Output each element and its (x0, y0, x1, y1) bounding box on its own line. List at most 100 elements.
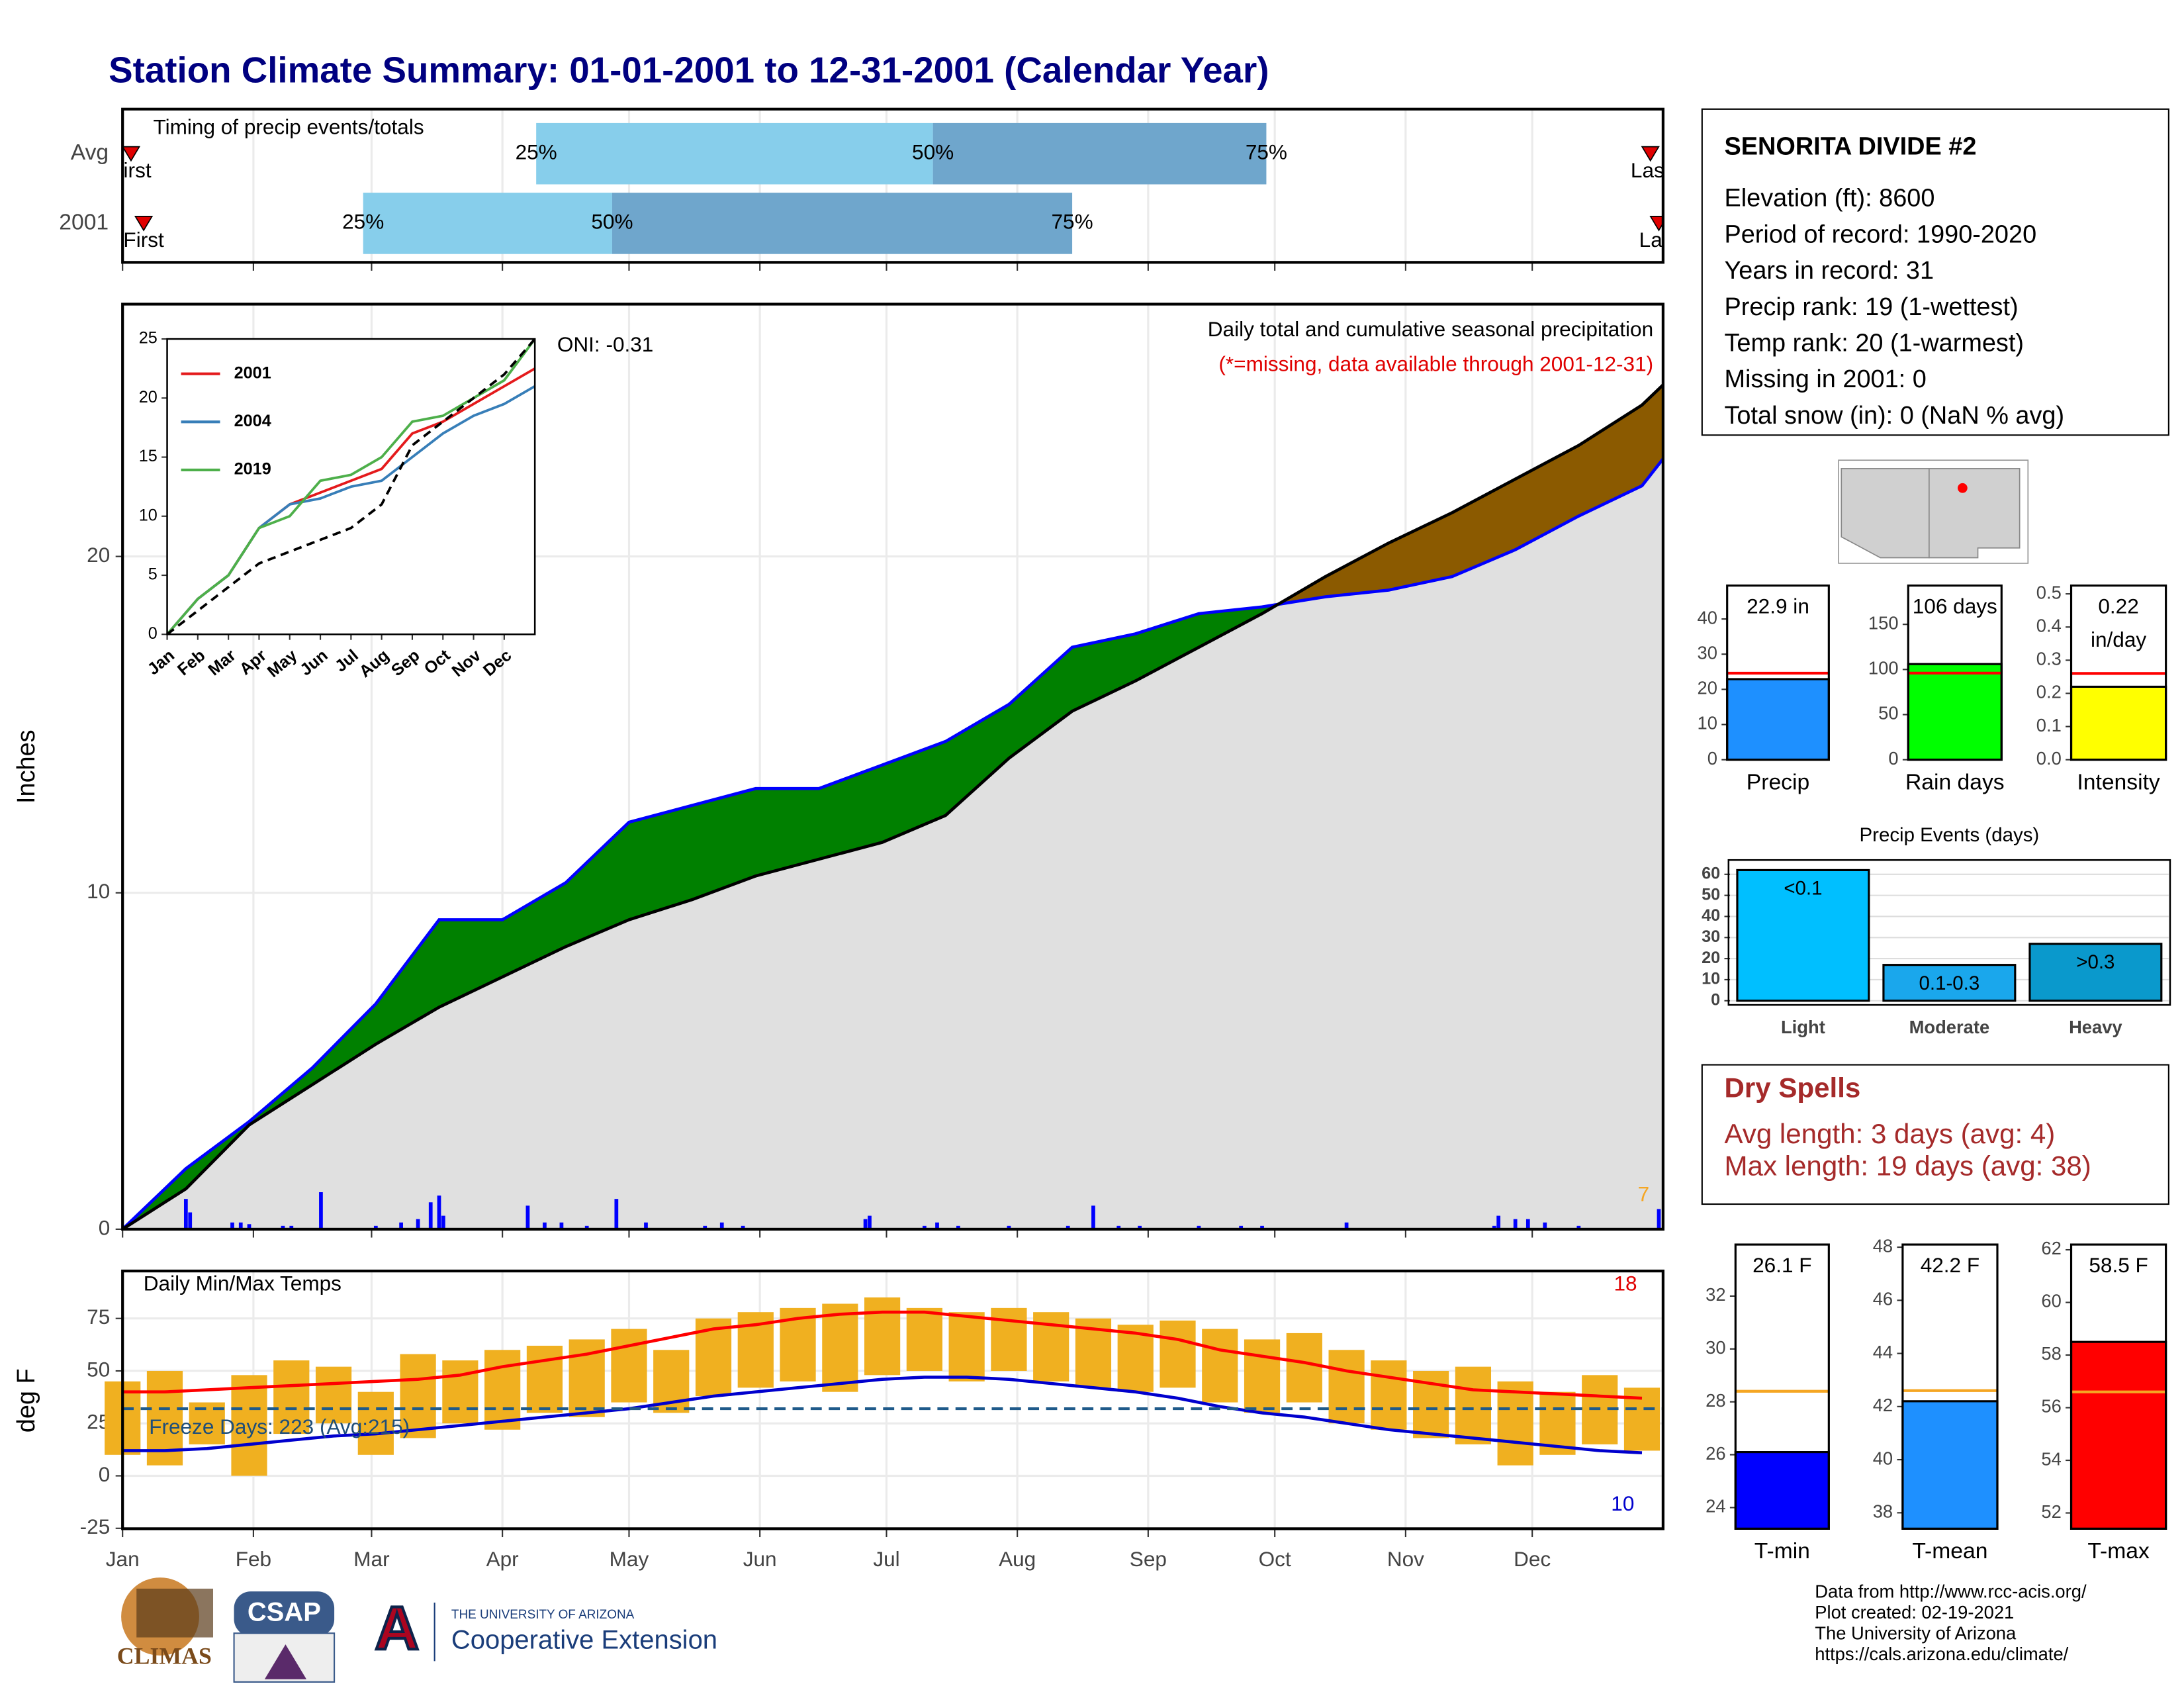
credit-line: Plot created: 02-19-2021 (1815, 1602, 2014, 1622)
y-tick-label: 42 (1873, 1395, 1893, 1415)
x-tick-label: Light (1781, 1017, 1825, 1037)
daily-precip-bar (281, 1225, 285, 1229)
panel-title: Timing of precip events/totals (154, 115, 424, 139)
temp-range-bar (231, 1375, 267, 1476)
y-tick-label: 20 (139, 388, 158, 406)
daily-precip-bar (956, 1225, 960, 1229)
low-count: 10 (1611, 1491, 1634, 1515)
cumulative-line (121, 383, 1664, 1231)
y-tick-label: 62 (2041, 1238, 2061, 1258)
logo-text: Cooperative Extension (451, 1625, 717, 1654)
y-tick-label: 150 (1868, 612, 1899, 633)
legend-label: 2019 (234, 460, 271, 479)
y-tick-label: 44 (1873, 1342, 1893, 1362)
temp-range-bar (1497, 1381, 1533, 1466)
oni-label: ONI: -0.31 (557, 332, 654, 356)
bar (1734, 1451, 1830, 1530)
y-tick-label: 40 (1698, 607, 1717, 628)
daily-precip-bar (1116, 1225, 1121, 1229)
x-tick-label: T-min (1754, 1539, 1810, 1564)
y-tick-label: 40 (1873, 1448, 1893, 1468)
y-tick-label: 5 (148, 565, 158, 584)
daily-precip-bar (719, 1222, 724, 1229)
daily-precip-bar (584, 1225, 589, 1229)
station-location (1958, 483, 1968, 493)
bar-label: 0.1-0.3 (1919, 972, 1980, 994)
x-tick-label: Aug (999, 1547, 1036, 1571)
missing-count: 7 (1638, 1182, 1650, 1206)
event-label: Last (1639, 228, 1679, 252)
value-label: 106 days (1913, 594, 1997, 618)
temp-range-bar (526, 1345, 563, 1413)
temp-range-bar (400, 1354, 436, 1438)
x-tick-label: Jul (873, 1547, 899, 1571)
y-tick-label: 46 (1873, 1289, 1893, 1309)
bar-frame (1734, 1243, 1830, 1530)
y-tick-label: 10 (87, 879, 110, 903)
daily-precip-bar (1197, 1225, 1201, 1229)
bar-label: >0.3 (2076, 951, 2115, 973)
bar-frame (2070, 1243, 2167, 1530)
x-tick-label: T-mean (1912, 1539, 1987, 1564)
quartile-bar (933, 122, 1267, 185)
dry-spell-info: Avg length: 3 days (avg: 4) (1724, 1118, 2055, 1149)
daily-precip-bar (543, 1222, 547, 1229)
bar (1907, 663, 2003, 761)
y-tick-label: 20 (87, 543, 110, 567)
bar (2028, 943, 2163, 1002)
bar-frame (1901, 1243, 1999, 1530)
temp-range-bar (611, 1329, 647, 1403)
x-tick-label: Precip (1747, 770, 1809, 794)
logo-text: CLIMAS (117, 1642, 212, 1669)
y-tick-label: 0.1 (2036, 715, 2062, 735)
station-info: Years in record: 31 (1724, 257, 1934, 285)
y-tick-label: 28 (1706, 1390, 1725, 1411)
station-info: Elevation (ft): 8600 (1724, 185, 1934, 212)
quartile-label: 50% (591, 210, 633, 234)
logos (121, 1577, 435, 1683)
daily-precip-bar (441, 1215, 445, 1229)
y-tick-label: 38 (1873, 1501, 1893, 1522)
event-label: Last (1631, 158, 1670, 182)
logo-text: A (375, 1594, 419, 1663)
daily-precip-bar (559, 1222, 564, 1229)
daily-precip-bar (703, 1225, 707, 1229)
y-tick-label: -25 (80, 1515, 111, 1538)
annotation: (*=missing, data available through 2001-… (1218, 352, 1653, 375)
panel-frame (121, 1269, 1664, 1530)
y-tick-label: 20 (1698, 678, 1717, 698)
x-tick-label: Moderate (1909, 1017, 1990, 1037)
y-axis-label: Inches (13, 729, 40, 804)
daily-precip-bar (868, 1215, 872, 1229)
temp-range-bar (357, 1391, 394, 1455)
temp-range-bar (273, 1360, 310, 1434)
y-tick-label: 0 (1888, 748, 1898, 769)
bar-label: <0.1 (1784, 878, 1822, 900)
station-info: Precip rank: 19 (1-wettest) (1724, 293, 2018, 321)
inset-frame (166, 338, 536, 635)
x-tick-label: Feb (236, 1547, 271, 1571)
temp-line (122, 1310, 1643, 1400)
event-label: First (111, 158, 152, 182)
temp-range-bar (442, 1360, 478, 1424)
y-tick-label: 56 (2041, 1396, 2061, 1417)
value-unit: in/day (2091, 628, 2146, 651)
y-tick-label: 32 (1706, 1284, 1725, 1305)
y-tick-label: 15 (139, 447, 158, 465)
value-label: 0.22 (2098, 594, 2138, 618)
logo-text: THE UNIVERSITY OF ARIZONA (451, 1608, 635, 1622)
annotation: Daily total and cumulative seasonal prec… (1208, 317, 1653, 341)
bar (1736, 868, 1870, 1002)
value-label: 22.9 in (1747, 594, 1809, 618)
temp-range-bar (1328, 1350, 1365, 1424)
event-marker (1641, 146, 1660, 162)
y-tick-label: 0.4 (2036, 615, 2062, 635)
quartile-bar (536, 122, 933, 185)
daily-precip-bar (373, 1225, 378, 1229)
y-tick-label: 50 (1878, 703, 1898, 724)
daily-precip-bar (1007, 1225, 1011, 1229)
panel-frame (121, 303, 1664, 1231)
y-tick-label: 52 (2041, 1501, 2061, 1522)
locator-map (1838, 459, 2029, 564)
